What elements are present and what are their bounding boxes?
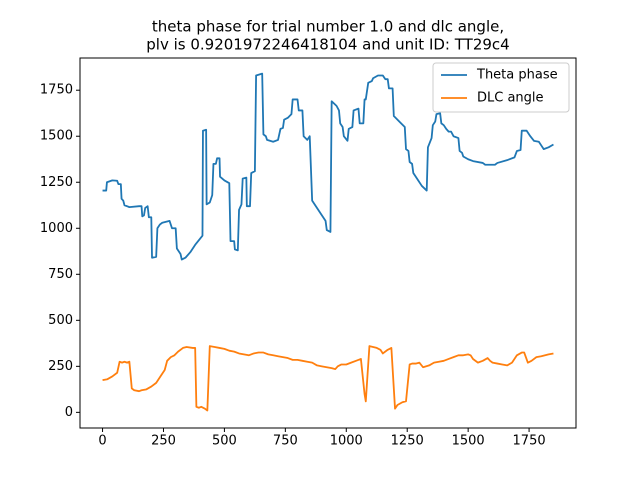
- y-tick-label: 500: [48, 313, 73, 328]
- data-line: [102, 72, 554, 261]
- y-tick-label: 750: [48, 267, 73, 282]
- y-tick-label: 1750: [40, 83, 73, 98]
- chart-title: theta phase for trial number 1.0 and dlc…: [152, 18, 504, 36]
- legend-label: Theta phase: [476, 68, 558, 83]
- y-tick-label: 0: [65, 405, 73, 420]
- x-tick-label: 1000: [330, 434, 363, 449]
- x-tick-label: 750: [273, 434, 298, 449]
- y-tick-label: 1250: [40, 175, 73, 190]
- data-line: [102, 345, 554, 412]
- x-tick-label: 1250: [391, 434, 424, 449]
- x-tick-label: 1500: [452, 434, 485, 449]
- x-tick-label: 1750: [513, 434, 546, 449]
- x-tick-label: 250: [151, 434, 176, 449]
- legend-label: DLC angle: [477, 91, 544, 106]
- chart-title: plv is 0.9201972246418104 and unit ID: T…: [146, 36, 509, 54]
- y-tick-label: 1000: [40, 221, 73, 236]
- y-tick-label: 250: [48, 359, 73, 374]
- y-tick-label: 1500: [40, 129, 73, 144]
- axes-frame: [79, 57, 577, 429]
- x-tick-label: 500: [212, 434, 237, 449]
- x-tick-label: 0: [98, 434, 106, 449]
